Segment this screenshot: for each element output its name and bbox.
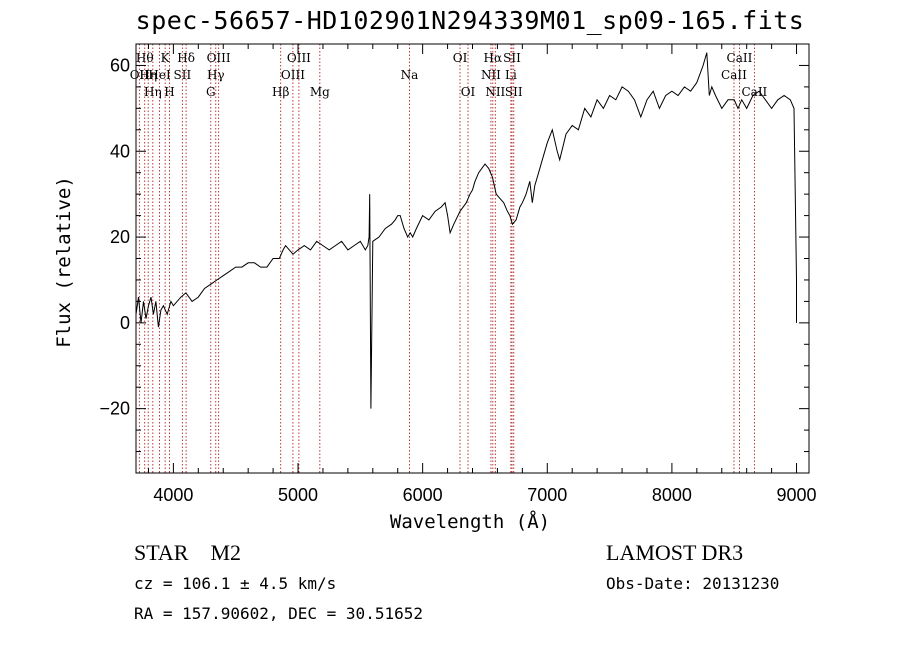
object-class: STAR M2: [134, 540, 241, 566]
spectral-line-label: Na: [401, 68, 419, 82]
spectral-line-label: CaII: [721, 68, 747, 82]
y-tick-label: −20: [99, 399, 130, 419]
spectral-line-label: Hβ: [272, 85, 289, 99]
x-tick-label: 4000: [153, 485, 193, 505]
y-axis-label: Flux (relative): [53, 176, 75, 348]
spectral-line-label: SII: [174, 68, 192, 82]
line-markers: [138, 44, 755, 473]
ra-dec-readout: RA = 157.90602, DEC = 30.51652: [134, 604, 423, 623]
spectral-line-label: Li: [505, 68, 517, 82]
spectral-line-label: SII: [503, 51, 521, 65]
survey-name: LAMOST DR3: [606, 540, 744, 565]
spectral-line-label: OIII: [281, 68, 305, 82]
spectral-line-label: Hγ: [207, 68, 225, 82]
spectral-line-label: NII: [481, 68, 501, 82]
object-type: STAR: [134, 540, 189, 565]
x-tick-label: 7000: [527, 485, 567, 505]
x-tick-label: 6000: [403, 485, 443, 505]
y-axis: −20 0 20 40 60: [99, 55, 809, 453]
spectral-line-label: OI: [461, 85, 476, 99]
spectral-line-label: Hη: [144, 85, 162, 99]
spectral-line-label: CaII: [727, 51, 753, 65]
x-axis-label: Wavelength (Å): [390, 510, 550, 533]
obs-date: Obs-Date: 20131230: [606, 574, 780, 593]
y-tick-label: 40: [110, 141, 130, 161]
x-tick-label: 5000: [278, 485, 318, 505]
spectral-line-label: NII: [485, 85, 505, 99]
spectral-line-label: OII: [130, 68, 150, 82]
spectral-line-label: Hδ: [177, 51, 195, 65]
redshift-readout: cz = 106.1 ± 4.5 km/s: [134, 574, 337, 593]
x-tick-label: 8000: [652, 485, 692, 505]
y-tick-label: 0: [120, 313, 130, 333]
spectral-line-label: K: [161, 51, 171, 65]
spectral-line-label: OI: [453, 51, 468, 65]
chart-title: spec-56657-HD102901N294339M01_sp09-165.f…: [135, 6, 805, 35]
x-tick-label: 9000: [777, 485, 817, 505]
spectral-line-label: Hα: [484, 51, 503, 65]
x-axis: 4000 5000 6000 7000 8000 9000: [147, 44, 817, 505]
y-tick-label: 60: [110, 55, 130, 75]
spectral-line-label: HeI: [148, 68, 171, 82]
spectral-line-label: OIII: [287, 51, 311, 65]
plot-frame: [135, 43, 810, 474]
spectral-line-label: OIII: [207, 51, 231, 65]
spectrum-series-line: [135, 52, 797, 409]
spectral-line-label: SII: [505, 85, 523, 99]
y-tick-label: 20: [110, 227, 130, 247]
object-subclass: M2: [210, 540, 242, 565]
spectral-line-label: Hθ: [136, 51, 154, 65]
spectral-line-label: Mg: [310, 85, 330, 99]
spectral-line-label: G: [206, 85, 216, 99]
spectral-line-label: CaII: [741, 85, 767, 99]
spectral-line-label: Hη: [139, 68, 157, 82]
spectral-line-label: H: [164, 85, 174, 99]
line-labels: OIIHθHηHηHeIKHSIIHδGHγOIIIHβOIIIOIIIMgNa…: [130, 51, 768, 99]
